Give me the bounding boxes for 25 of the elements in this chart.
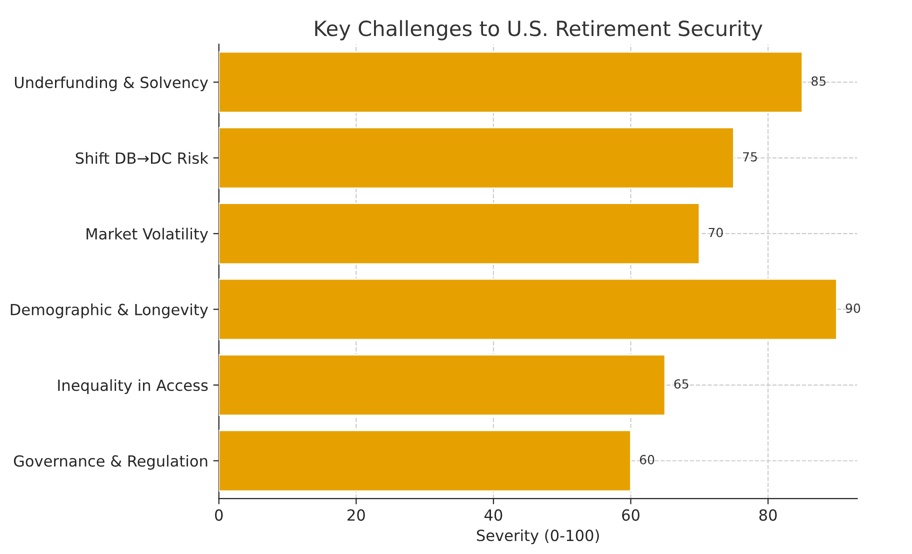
bar [218, 202, 700, 265]
bar [218, 278, 838, 340]
data-label: 90 [846, 303, 860, 313]
bar [218, 126, 734, 189]
y-tick-label: Shift DB→DC Risk [76, 152, 208, 164]
bar [218, 430, 632, 492]
x-axis-title: Severity (0-100) [476, 529, 599, 544]
data-label: 75 [743, 152, 757, 162]
y-tick-label: Demographic & Longevity [10, 304, 208, 318]
y-tick-label: Governance & Regulation [14, 454, 208, 470]
bar [218, 51, 804, 114]
x-tick-label: 60 [622, 509, 640, 521]
chart-title: Key Challenges to U.S. Retirement Security [315, 20, 762, 40]
data-label: 65 [674, 379, 688, 389]
x-tick-label: 20 [348, 509, 365, 521]
x-tick-label: 40 [484, 509, 502, 521]
y-tick-label: Market Volatility [86, 228, 208, 243]
data-label: 70 [708, 228, 723, 238]
y-tick-label: Underfunding & Solvency [14, 76, 208, 92]
x-tick-label: 0 [215, 509, 223, 521]
data-label: 85 [812, 76, 826, 86]
x-tick-label: 80 [759, 509, 777, 521]
data-label: 60 [640, 454, 654, 464]
y-tick-label: Inequality in Access [58, 379, 208, 394]
bar [218, 354, 666, 416]
